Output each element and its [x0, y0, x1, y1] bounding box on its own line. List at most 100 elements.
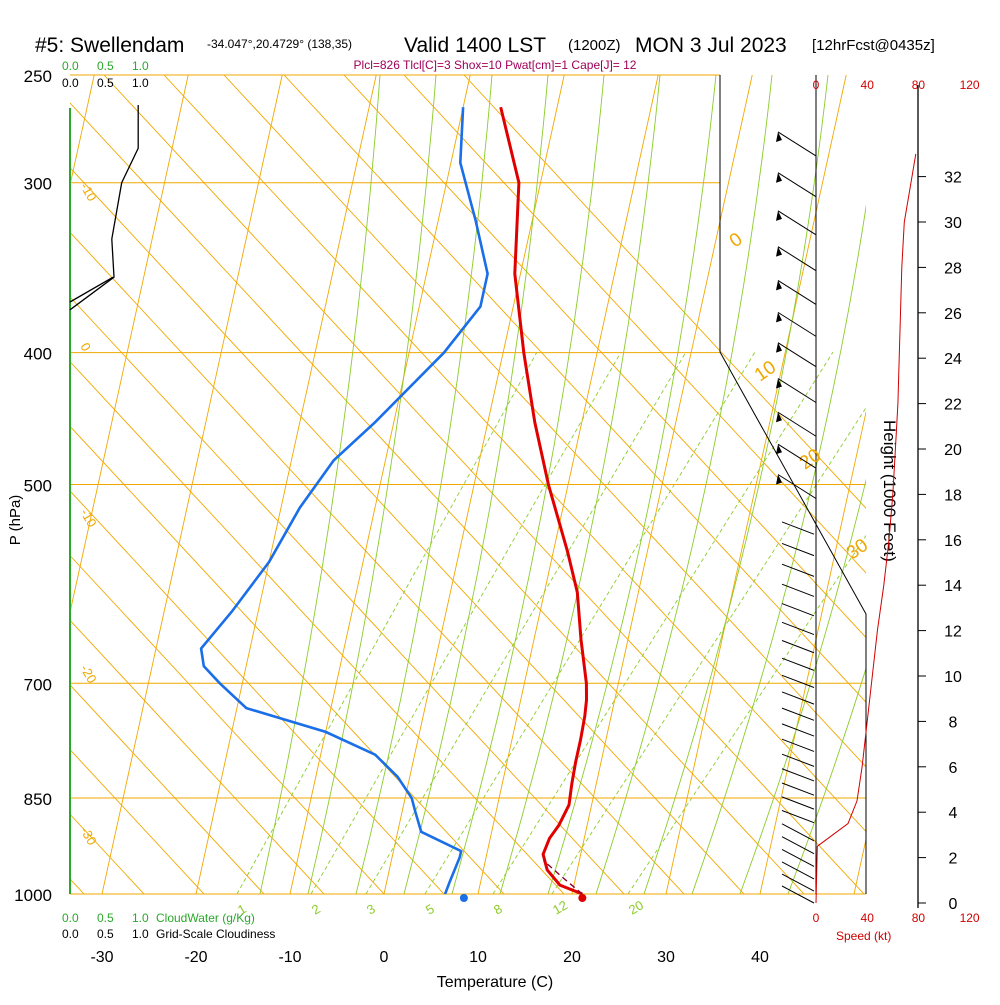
isotherm-label: -30: [77, 824, 99, 848]
mixing-ratio-label: 8: [491, 901, 505, 918]
isotherm-line: [854, 75, 1000, 894]
height-tick-label: 12: [944, 624, 962, 641]
speed-tick-top: 40: [861, 78, 875, 92]
mixing-ratio-line: [628, 352, 988, 894]
pressure-tick-label: 850: [24, 790, 52, 809]
height-tick-label: 14: [944, 578, 962, 595]
cloud-scale-label: 1.0: [132, 76, 149, 90]
cloud-water-profile-tail: [70, 277, 113, 302]
wind-barb-low: [782, 797, 814, 809]
x-tick-label: 10: [469, 949, 487, 966]
x-tick-label: -10: [278, 949, 301, 966]
pressure-tick-label: 400: [24, 345, 52, 364]
height-tick-label: 18: [944, 487, 962, 504]
wind-barb-low: [782, 739, 814, 751]
height-tick-label: 32: [944, 170, 962, 187]
isotherm-label: 0: [77, 340, 94, 354]
height-tick-label: 2: [949, 851, 958, 868]
wind-barb-low: [782, 837, 814, 854]
height-tick-label: 26: [944, 306, 962, 323]
height-tick-label: 0: [949, 896, 958, 913]
isotherm-label: -20: [77, 662, 99, 686]
x-axis-label: Temperature (C): [437, 974, 553, 991]
height-tick-label: 30: [944, 215, 962, 232]
wind-barb-low: [782, 810, 814, 822]
title-site: #5: Swellendam: [35, 34, 184, 57]
mixing-ratio-line: [552, 352, 902, 894]
pressure-tick-label: 250: [24, 67, 52, 86]
isotherm-label: -10: [77, 506, 99, 530]
height-tick-label: 16: [944, 533, 962, 550]
wind-barb-low: [782, 783, 814, 795]
x-tick-label: 0: [380, 949, 389, 966]
cloud-scale-label: 0.0: [62, 911, 79, 925]
pressure-tick-label: 300: [24, 175, 52, 194]
cloud-water-profile: [70, 105, 138, 310]
wind-barb-low: [782, 622, 814, 634]
speed-tick-bottom: 0: [813, 911, 820, 925]
x-tick-label: 20: [563, 949, 581, 966]
cloud-scale-label: 1.0: [132, 59, 149, 73]
height-tick-label: 24: [944, 351, 962, 368]
wind-barb-low: [782, 724, 814, 736]
dry-adiabat: [0, 75, 24, 894]
cloud-scale-label: 0.5: [97, 59, 114, 73]
wind-barb: [778, 132, 816, 156]
cloudiness-label: Grid-Scale Cloudiness: [156, 927, 275, 941]
pressure-tick-label: 700: [24, 675, 52, 694]
speed-tick-top: 0: [813, 78, 820, 92]
stability-indices: Plcl=826 Tlcl[C]=3 Shox=10 Pwat[cm]=1 Ca…: [354, 58, 637, 72]
height-tick-label: 28: [944, 260, 962, 277]
cloud-scale-label: 1.0: [132, 911, 149, 925]
wind-barb-low: [782, 824, 814, 841]
height-tick-label: 6: [949, 760, 958, 777]
mixing-ratio-label: 5: [423, 901, 437, 918]
wind-barb: [778, 280, 816, 304]
x-tick-label: -30: [90, 949, 113, 966]
y-axis-label: P (hPa): [7, 495, 24, 546]
speed-tick-top: 120: [960, 78, 980, 92]
wind-barb: [778, 173, 816, 197]
cloud-scale-label: 0.0: [62, 927, 79, 941]
wind-barb: [778, 475, 816, 499]
wind-barb: [778, 247, 816, 271]
speed-axis-label: Speed (kt): [836, 929, 891, 943]
cloud-scale-label: 0.5: [97, 927, 114, 941]
wind-barb-low: [782, 522, 814, 534]
title-valid: Valid 1400 LST: [404, 34, 546, 57]
x-tick-label: -20: [184, 949, 207, 966]
wind-barb-low: [782, 543, 814, 555]
mixing-ratio-label: 3: [364, 901, 378, 918]
x-tick-label: 30: [657, 949, 675, 966]
cloud-scale-label: 0.0: [62, 76, 79, 90]
mixing-ratio-label: 2: [309, 901, 323, 918]
mixing-ratio-line: [366, 352, 686, 894]
speed-tick-bottom: 80: [912, 911, 926, 925]
wind-barb: [778, 312, 816, 336]
title-date: MON 3 Jul 2023: [635, 34, 787, 57]
height-tick-label: 10: [944, 669, 962, 686]
speed-tick-bottom: 120: [960, 911, 980, 925]
isotherm-label: 0: [726, 229, 747, 252]
height-tick-label: 22: [944, 397, 962, 414]
wind-barb-low: [782, 641, 814, 653]
wind-barb-low: [782, 584, 814, 596]
speed-tick-bottom: 40: [861, 911, 875, 925]
wind-barb-low: [782, 658, 814, 670]
wind-barb-low: [782, 708, 814, 720]
wind-barb: [778, 211, 816, 235]
wind-barb-low: [782, 604, 814, 616]
cloud-scale-label: 0.0: [62, 59, 79, 73]
mixing-ratio-label: 12: [550, 897, 570, 917]
wind-barb: [778, 378, 816, 402]
height-tick-label: 8: [949, 714, 958, 731]
title-coords: -34.047°,20.4729° (138,35): [207, 37, 352, 51]
wind-barb-low: [782, 564, 814, 576]
wind-barb-low: [782, 754, 814, 766]
isotherm-label: -10: [77, 180, 99, 204]
pressure-tick-label: 1000: [14, 886, 52, 905]
height-tick-label: 20: [944, 442, 962, 459]
cloud-scale-label: 1.0: [132, 927, 149, 941]
